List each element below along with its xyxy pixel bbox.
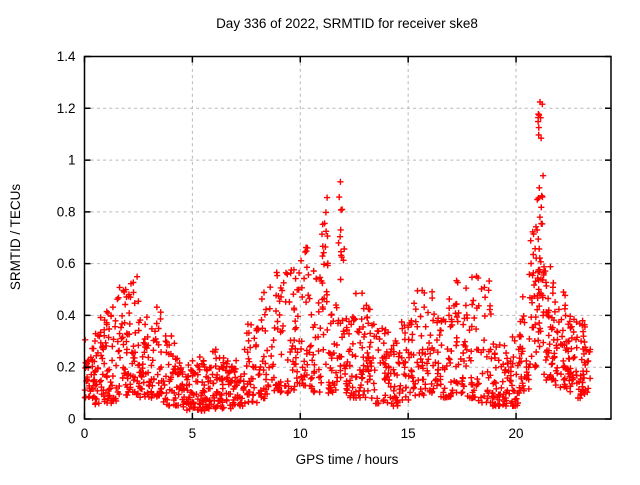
x-tick-label: 10 (293, 426, 308, 441)
y-tick-label: 0.2 (57, 360, 76, 375)
y-axis-label: SRMTID / TECUs (8, 184, 23, 291)
y-tick-label: 0.6 (57, 256, 76, 271)
y-tick-label: 0.4 (57, 308, 76, 323)
tick-labels: 0 5 10 15 20 0 0.2 0.4 0.6 0.8 1 1.2 1.4 (57, 49, 524, 441)
x-tick-label: 5 (189, 426, 197, 441)
y-tick-label: 1 (68, 153, 76, 168)
y-tick-label: 0 (68, 412, 76, 427)
y-tick-label: 1.4 (57, 49, 76, 64)
x-tick-label: 20 (509, 426, 524, 441)
gridlines (84, 56, 611, 419)
y-tick-label: 1.2 (57, 101, 76, 116)
chart-title: Day 336 of 2022, SRMTID for receiver ske… (216, 16, 478, 31)
x-axis-label: GPS time / hours (296, 452, 399, 467)
y-tick-label: 0.8 (57, 204, 76, 219)
x-tick-label: 0 (81, 426, 89, 441)
x-tick-label: 15 (401, 426, 416, 441)
data-points (81, 98, 594, 414)
plot-border (83, 55, 612, 420)
